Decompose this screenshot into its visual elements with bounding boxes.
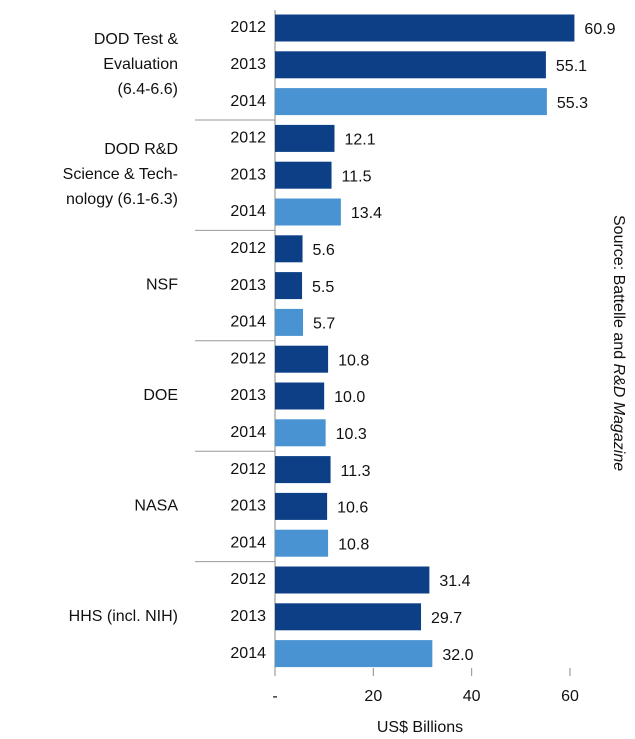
value-label: 5.7 (313, 316, 335, 333)
category-label: DOD Test & Evaluation (6.4-6.6) (94, 31, 179, 98)
bar (275, 529, 329, 557)
year-label: 2013 (230, 166, 266, 183)
source-note: Source: Battelle and R&D Magazine (610, 215, 627, 471)
x-tick-label: 40 (463, 688, 481, 705)
year-label: 2012 (230, 461, 266, 478)
source-text: Source: Battelle and (610, 215, 627, 359)
category-label-line: (6.4-6.6) (118, 81, 178, 98)
year-label: 2014 (230, 314, 266, 331)
value-label: 5.6 (313, 242, 335, 259)
bar (275, 566, 430, 594)
x-tick-label: - (272, 688, 277, 705)
bar (275, 124, 335, 152)
bar (275, 492, 328, 520)
bar (275, 14, 575, 42)
category-label: HHS (incl. NIH) (69, 608, 178, 625)
year-label: 2012 (230, 130, 266, 147)
category-label: DOD R&D Science & Tech-nology (6.1-6.3) (63, 141, 178, 208)
bar (275, 161, 332, 189)
category-label-line: NSF (146, 277, 178, 294)
value-label: 13.4 (351, 205, 382, 222)
value-label: 10.8 (338, 536, 369, 553)
year-label: 2013 (230, 387, 266, 404)
value-label: 10.0 (334, 389, 365, 406)
bar (275, 272, 303, 300)
value-label: 12.1 (344, 132, 375, 149)
value-label: 11.5 (342, 168, 372, 185)
category-label: DOE (143, 387, 178, 404)
year-label: 2014 (230, 203, 266, 220)
year-label: 2014 (230, 93, 266, 110)
bar (275, 419, 326, 447)
category-label: NSF (146, 277, 178, 294)
value-label: 10.3 (336, 426, 367, 443)
year-label: 2014 (230, 534, 266, 551)
bar (275, 235, 303, 263)
value-label: 55.1 (556, 58, 587, 75)
x-axis-label: US$ Billions (377, 719, 463, 736)
year-label: 2012 (230, 240, 266, 257)
year-label: 2013 (230, 56, 266, 73)
value-label: 29.7 (431, 610, 462, 627)
x-tick-label: 60 (561, 688, 579, 705)
year-label: 2012 (230, 350, 266, 367)
year-label: 2014 (230, 645, 266, 662)
category-label-line: HHS (incl. NIH) (69, 608, 178, 625)
bar (275, 345, 329, 373)
value-label: 10.8 (338, 352, 369, 369)
bar (275, 88, 547, 116)
bar (275, 198, 341, 226)
value-label: 11.3 (341, 463, 371, 480)
bar (275, 51, 546, 79)
value-label: 31.4 (439, 573, 470, 590)
year-label: 2012 (230, 19, 266, 36)
year-label: 2012 (230, 571, 266, 588)
bar (275, 456, 331, 484)
category-label-line: DOE (143, 387, 178, 404)
year-label: 2013 (230, 608, 266, 625)
bar (275, 640, 433, 668)
category-label-line: DOD Test & (94, 31, 179, 48)
x-tick-label: 20 (364, 688, 382, 705)
category-label-line: Evaluation (103, 56, 178, 73)
year-label: 2014 (230, 424, 266, 441)
bar (275, 308, 304, 336)
bar (275, 382, 325, 410)
value-label: 55.3 (557, 95, 588, 112)
source-emphasis: R&D Magazine (610, 364, 627, 472)
category-label: NASA (134, 498, 178, 515)
value-label: 60.9 (584, 21, 615, 38)
value-label: 10.6 (337, 500, 368, 517)
value-label: 5.5 (312, 279, 334, 296)
year-label: 2013 (230, 277, 266, 294)
category-label-line: Science & Tech- (63, 166, 178, 183)
category-label-line: DOD R&D (104, 141, 178, 158)
value-label: 32.0 (442, 647, 473, 664)
year-label: 2013 (230, 498, 266, 515)
category-label-line: nology (6.1-6.3) (66, 191, 178, 208)
bar (275, 603, 422, 631)
category-label-line: NASA (134, 498, 178, 515)
